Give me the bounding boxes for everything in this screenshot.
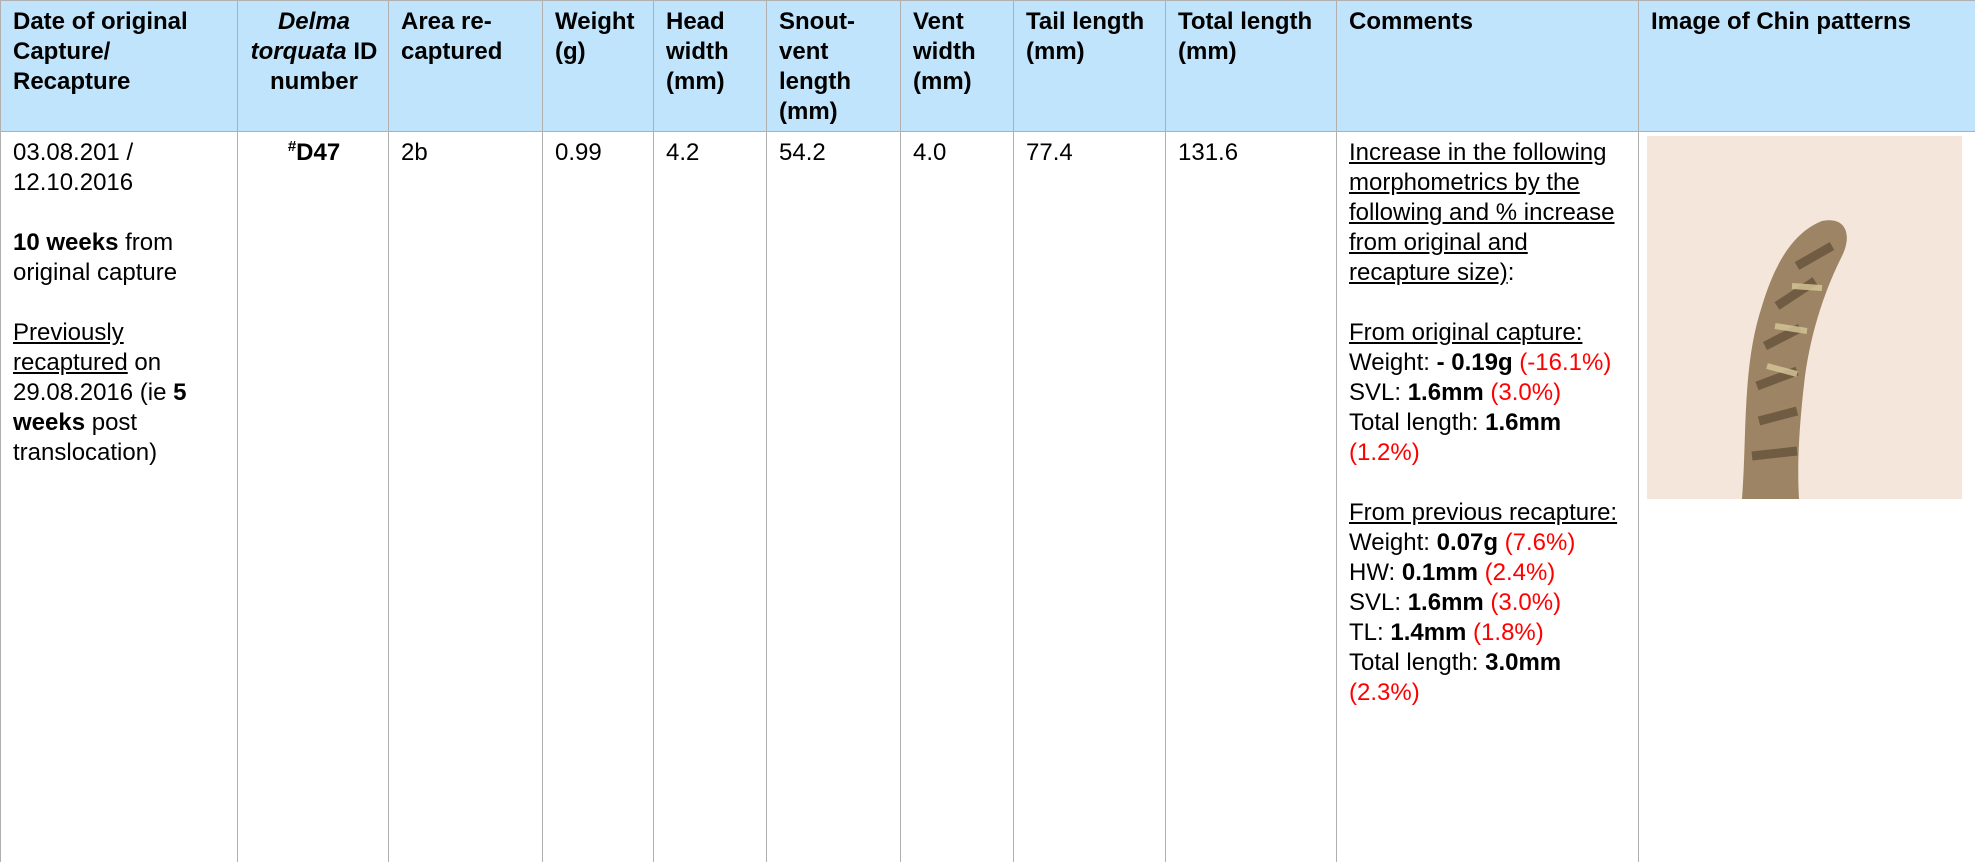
text-run: From previous recapture: bbox=[1349, 499, 1617, 526]
text-run: (1.8%) bbox=[1466, 619, 1543, 646]
text-run: (2.3%) bbox=[1349, 679, 1420, 706]
text-line: Total length: 1.6mm (1.2%) bbox=[1349, 408, 1628, 468]
text-run: 10 weeks bbox=[13, 229, 118, 256]
paragraph: Increase in the following morphometrics … bbox=[1349, 138, 1628, 288]
column-header: Vent width (mm) bbox=[901, 1, 1014, 132]
paragraph: Previously recaptured on 29.08.2016 (ie … bbox=[13, 318, 227, 468]
text-run: 0.1mm bbox=[1402, 559, 1478, 586]
text-run: 3.0mm bbox=[1485, 649, 1561, 676]
text-run: Head width (mm) bbox=[666, 8, 729, 95]
text-run: Weight (g) bbox=[555, 8, 635, 65]
table-cell: 131.6 bbox=[1166, 132, 1337, 863]
text-run: 1.6mm bbox=[1408, 379, 1484, 406]
text-line: Increase in the following morphometrics … bbox=[1349, 138, 1628, 288]
text-run: From original capture: bbox=[1349, 319, 1582, 346]
text-run: Comments bbox=[1349, 8, 1473, 35]
text-run: D47 bbox=[296, 139, 340, 166]
text-run: TL: bbox=[1349, 619, 1390, 646]
paragraph: From previous recapture:Weight: 0.07g (7… bbox=[1349, 498, 1628, 708]
paragraph: 03.08.201 / 12.10.2016 bbox=[13, 138, 227, 198]
text-run: Total length (mm) bbox=[1178, 8, 1312, 65]
text-run: Previously recaptured bbox=[13, 319, 128, 376]
data-table: Date of original Capture/ Recapture Delma… bbox=[0, 0, 1975, 862]
text-run: (3.0%) bbox=[1484, 379, 1561, 406]
text-line: #D47 bbox=[250, 138, 378, 168]
table-cell: 4.0 bbox=[901, 132, 1014, 863]
text-line: Weight: - 0.19g (-16.1%) bbox=[1349, 348, 1628, 378]
text-run: 1.6mm bbox=[1408, 589, 1484, 616]
column-header: Snout-vent length (mm) bbox=[767, 1, 901, 132]
text-run: 03.08.201 / 12.10.2016 bbox=[13, 139, 133, 196]
text-run: (2.4%) bbox=[1478, 559, 1555, 586]
text-run: Vent width (mm) bbox=[913, 8, 976, 95]
text-line: Previously recaptured on 29.08.2016 (ie … bbox=[13, 318, 227, 468]
text-run: 0.07g bbox=[1437, 529, 1498, 556]
text-line: Total length: 3.0mm (2.3%) bbox=[1349, 648, 1628, 708]
column-header: Total length (mm) bbox=[1166, 1, 1337, 132]
text-run: 1.4mm bbox=[1390, 619, 1466, 646]
paragraph: 10 weeks from original capture bbox=[13, 228, 227, 288]
column-header: Comments bbox=[1337, 1, 1639, 132]
text-run: Image of Chin patterns bbox=[1651, 8, 1911, 35]
text-line: From previous recapture: bbox=[1349, 498, 1628, 528]
text-run: Snout-vent length (mm) bbox=[779, 8, 855, 125]
table-cell: 0.99 bbox=[543, 132, 654, 863]
text-run: Increase in the following morphometrics … bbox=[1349, 139, 1615, 286]
column-header: Date of original Capture/ Recapture bbox=[1, 1, 238, 132]
text-run: (7.6%) bbox=[1498, 529, 1575, 556]
table-cell: 77.4 bbox=[1014, 132, 1166, 863]
text-run: 1.6mm bbox=[1485, 409, 1561, 436]
page: Date of original Capture/ Recapture Delma… bbox=[0, 0, 1975, 864]
column-header: Tail length (mm) bbox=[1014, 1, 1166, 132]
table-cell: Increase in the following morphometrics … bbox=[1337, 132, 1639, 863]
column-header: Delma torquata ID number bbox=[238, 1, 389, 132]
table-cell: 2b bbox=[389, 132, 543, 863]
header-row: Date of original Capture/ Recapture Delma… bbox=[1, 1, 1975, 132]
text-line: 03.08.201 / 12.10.2016 bbox=[13, 138, 227, 198]
text-line: TL: 1.4mm (1.8%) bbox=[1349, 618, 1628, 648]
text-line: 10 weeks from original capture bbox=[13, 228, 227, 288]
text-run: Total length: bbox=[1349, 409, 1485, 436]
chin-pattern-image bbox=[1647, 136, 1962, 499]
text-run: SVL: bbox=[1349, 379, 1408, 406]
text-run: Weight: bbox=[1349, 529, 1437, 556]
text-run: Total length: bbox=[1349, 649, 1485, 676]
text-line: SVL: 1.6mm (3.0%) bbox=[1349, 588, 1628, 618]
text-run: Delma torquata bbox=[251, 8, 350, 65]
text-run: Weight: bbox=[1349, 349, 1437, 376]
text-run: - 0.19g bbox=[1437, 349, 1513, 376]
text-run: SVL: bbox=[1349, 589, 1408, 616]
image-cell bbox=[1639, 132, 1975, 863]
column-header: Area re-captured bbox=[389, 1, 543, 132]
column-header: Weight (g) bbox=[543, 1, 654, 132]
text-line: Weight: 0.07g (7.6%) bbox=[1349, 528, 1628, 558]
text-run: (1.2%) bbox=[1349, 439, 1420, 466]
column-header: Head width (mm) bbox=[654, 1, 767, 132]
text-run: (-16.1%) bbox=[1513, 349, 1612, 376]
text-run: Area re-captured bbox=[401, 8, 502, 65]
text-run: Tail length (mm) bbox=[1026, 8, 1144, 65]
text-line: SVL: 1.6mm (3.0%) bbox=[1349, 378, 1628, 408]
text-line: From original capture: bbox=[1349, 318, 1628, 348]
text-run: Date of original Capture/ Recapture bbox=[13, 8, 188, 95]
paragraph: From original capture:Weight: - 0.19g (-… bbox=[1349, 318, 1628, 468]
text-run: (3.0%) bbox=[1484, 589, 1561, 616]
column-header: Image of Chin patterns bbox=[1639, 1, 1975, 132]
table-row: 03.08.201 / 12.10.2016 10 weeks from orig… bbox=[1, 132, 1975, 863]
text-run: HW: bbox=[1349, 559, 1402, 586]
text-line: HW: 0.1mm (2.4%) bbox=[1349, 558, 1628, 588]
table-cell: 4.2 bbox=[654, 132, 767, 863]
text-run: : bbox=[1508, 259, 1515, 286]
text-run: # bbox=[288, 138, 296, 155]
table-cell: #D47 bbox=[238, 132, 389, 863]
table-cell: 03.08.201 / 12.10.2016 10 weeks from orig… bbox=[1, 132, 238, 863]
table-cell: 54.2 bbox=[767, 132, 901, 863]
paragraph: #D47 bbox=[250, 138, 378, 168]
